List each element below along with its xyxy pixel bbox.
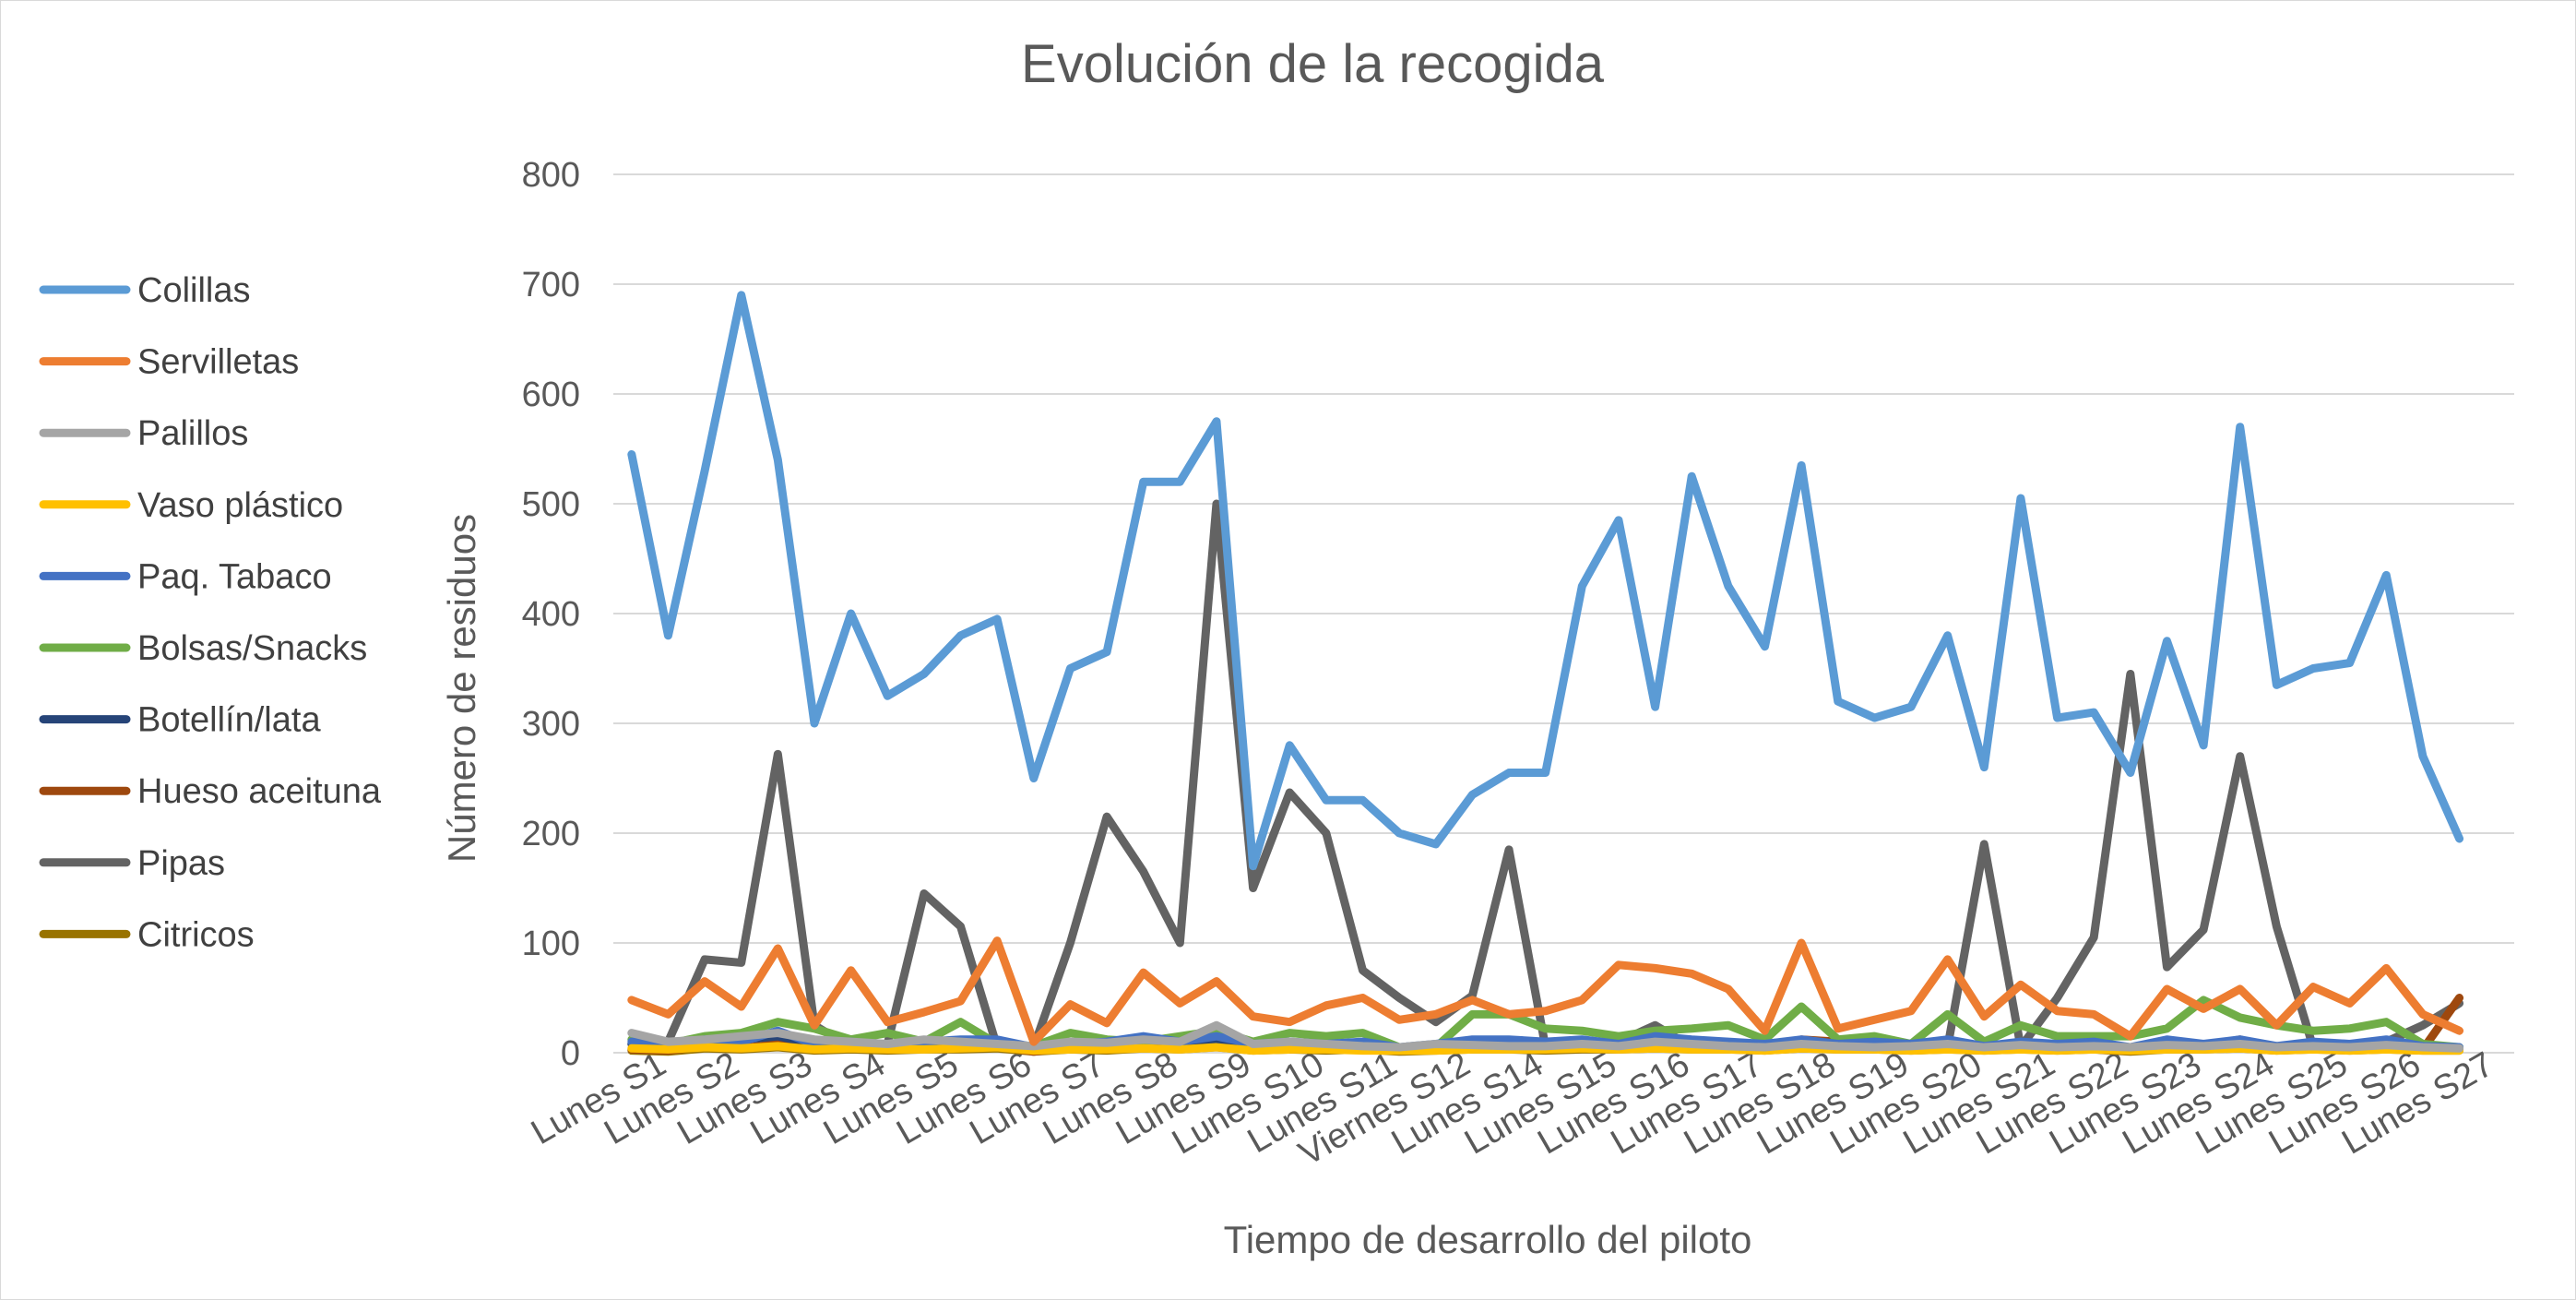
legend-label: Paq. Tabaco xyxy=(137,557,332,596)
gridlines xyxy=(613,173,2514,1054)
y-tick-label: 200 xyxy=(522,815,580,853)
legend-label: Botellín/lata xyxy=(137,701,321,740)
y-tick-label: 800 xyxy=(522,156,580,195)
legend: Colillas Servilletas Palillos Vaso plástico… xyxy=(39,271,382,954)
legend-label: Colillas xyxy=(137,271,250,310)
y-tick-label: 0 xyxy=(561,1034,580,1073)
legend-label: Pipas xyxy=(137,844,225,883)
series-line-bolsas-snacks xyxy=(627,996,2464,1052)
y-tick-label: 100 xyxy=(522,924,580,963)
y-tick-label: 600 xyxy=(522,376,580,414)
y-tick-label: 300 xyxy=(522,705,580,744)
legend-label: Bolsas/Snacks xyxy=(137,629,367,668)
y-axis-title: Número de residuos xyxy=(440,514,483,863)
series-line-palillos xyxy=(627,1020,2464,1053)
y-tick-label: 500 xyxy=(522,485,580,524)
y-tick-label: 400 xyxy=(522,595,580,634)
legend-label: Servilletas xyxy=(137,343,299,382)
legend-label: Vaso plástico xyxy=(137,486,343,525)
series-line-servilletas xyxy=(627,936,2464,1046)
legend-label: Citricos xyxy=(137,915,255,954)
chart-title: Evolución de la recogida xyxy=(1021,34,1605,94)
y-axis-ticks: 0 100 200 300 400 500 600 700 800 xyxy=(522,156,580,1073)
y-tick-label: 700 xyxy=(522,266,580,304)
series-lines xyxy=(627,291,2464,1056)
series-line-colillas xyxy=(627,291,2464,871)
x-axis-title: Tiempo de desarrollo del piloto xyxy=(1224,1218,1752,1261)
legend-label: Hueso aceituna xyxy=(137,772,382,811)
legend-label: Palillos xyxy=(137,414,248,453)
